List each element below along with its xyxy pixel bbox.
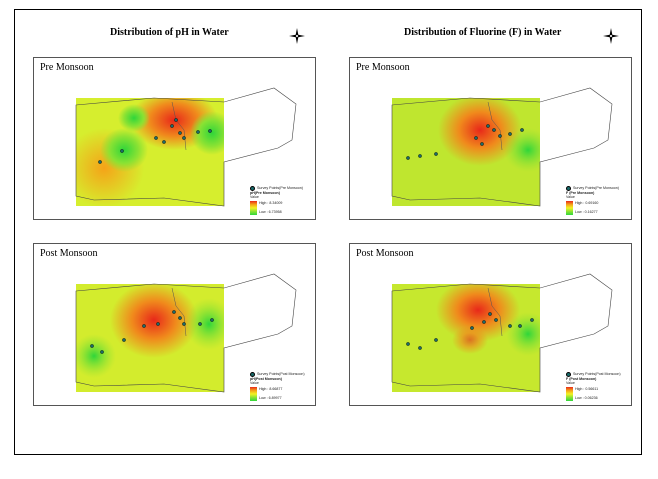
legend-high: High : 0.69160: [575, 200, 599, 205]
title-ph: Distribution of pH in Water: [110, 27, 229, 38]
panel-label: Post Monsoon: [40, 248, 98, 259]
legend-points-label: Survey Points(Pre Monsoon): [573, 186, 619, 191]
survey-point-icon: [250, 186, 255, 191]
map-legend: Survey Points(Post Monsoon) F (Post Mons…: [566, 372, 621, 401]
legend-layer-title: F (Post Monsoon): [566, 377, 597, 381]
interpolation-map: [75, 87, 297, 207]
legend-low: Low : 0.06236: [575, 396, 598, 401]
legend-value-label: Value: [566, 195, 575, 200]
legend-value-label: Value: [250, 195, 259, 200]
map-panel-ph-pre: Pre Monsoon Survey Points(Pre Monsoon) p…: [33, 57, 316, 220]
map-legend: Survey Points(Pre Monsoon) pH(Pre Monsoo…: [250, 186, 303, 215]
legend-low: Low : 0.16277: [575, 210, 598, 215]
map-legend: Survey Points(Post Monsoon) pH(Post Mons…: [250, 372, 305, 401]
legend-points-label: Survey Points(Post Monsoon): [573, 372, 621, 377]
title-fluorine: Distribution of Fluorine (F) in Water: [404, 27, 562, 38]
panel-label: Pre Monsoon: [356, 62, 410, 73]
north-arrow-compass-icon: [602, 27, 620, 45]
legend-low: Low : 6.89977: [259, 396, 282, 401]
color-ramp: [250, 200, 257, 215]
legend-layer-title: pH(Pre Monsoon): [250, 191, 280, 195]
color-ramp: [250, 386, 257, 401]
panel-label: Pre Monsoon: [40, 62, 94, 73]
legend-layer-title: F (Pre Monsoon): [566, 191, 595, 195]
north-arrow-compass-icon: [288, 27, 306, 45]
interpolation-map: [391, 87, 613, 207]
legend-high: High : 8.34009: [259, 200, 283, 205]
legend-layer-title: pH(Post Monsoon): [250, 377, 282, 381]
map-legend: Survey Points(Pre Monsoon) F (Pre Monsoo…: [566, 186, 619, 215]
legend-low: Low : 6.73958: [259, 210, 282, 215]
color-ramp: [566, 386, 573, 401]
panel-label: Post Monsoon: [356, 248, 414, 259]
legend-high: High : 8.66877: [259, 386, 283, 391]
map-panel-f-post: Post Monsoon Survey Points(Post Monsoon)…: [349, 243, 632, 406]
legend-value-label: Value: [250, 381, 259, 386]
legend-value-label: Value: [566, 381, 575, 386]
survey-point-icon: [566, 372, 571, 377]
color-ramp: [566, 200, 573, 215]
survey-point-icon: [250, 372, 255, 377]
interpolation-map: [391, 273, 613, 393]
legend-points-label: Survey Points(Pre Monsoon): [257, 186, 303, 191]
survey-point-icon: [566, 186, 571, 191]
map-panel-ph-post: Post Monsoon Survey Points(Post Monsoon)…: [33, 243, 316, 406]
legend-high: High : 0.56611: [575, 386, 599, 391]
legend-points-label: Survey Points(Post Monsoon): [257, 372, 305, 377]
map-panel-f-pre: Pre Monsoon Survey Points(Pre Monsoon) F…: [349, 57, 632, 220]
interpolation-map: [75, 273, 297, 393]
